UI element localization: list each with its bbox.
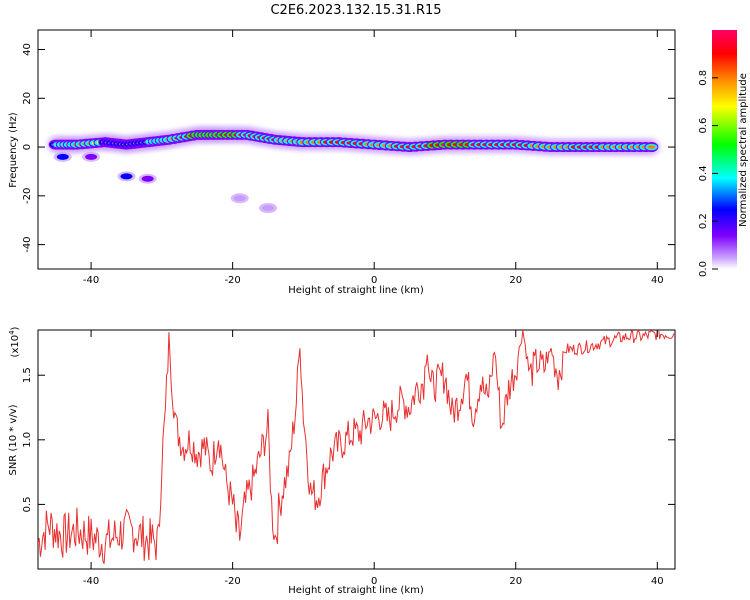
spectrogram-marks [46, 125, 661, 214]
bottom-x-tick-label: 20 [509, 576, 522, 587]
colorbar-gradient [712, 30, 737, 269]
bottom-y-scale: (x104) [8, 326, 21, 357]
top-y-axis: -40 -20 0 20 40 [22, 43, 675, 253]
bottom-x-label: Height of straight line (km) [288, 585, 424, 596]
bottom-y-tick-label: 0.5 [22, 496, 33, 512]
spectrogram-blob [262, 205, 275, 212]
top-x-axis: -40 -20 0 20 40 [83, 30, 664, 286]
spectrogram-blob [233, 195, 246, 202]
spectrogram-cell [647, 145, 656, 149]
top-y-tick-label: 0 [22, 144, 33, 150]
colorbar-tick-label: 0.2 [698, 213, 709, 229]
top-y-tick-label: 40 [22, 43, 33, 56]
bottom-x-tick-label: -40 [83, 576, 99, 587]
bottom-y-tick-label: 1.0 [22, 432, 33, 448]
colorbar-tick-label: 0.4 [698, 165, 709, 181]
top-y-label: Frequency (Hz) [8, 112, 19, 188]
colorbar-ticks: 0.0 0.2 0.4 0.6 0.8 [698, 70, 718, 277]
top-y-tick-label: 20 [22, 92, 33, 105]
figure-title: C2E6.2023.132.15.31.R15 [270, 3, 441, 18]
snr-frame [37, 329, 676, 570]
colorbar-tick-label: 0.6 [698, 118, 709, 134]
top-y-tick-label: -40 [22, 236, 33, 252]
top-y-tick-label: -20 [22, 188, 33, 204]
bottom-x-axis: -40 -20 0 20 40 [83, 330, 664, 587]
snr-series-line [38, 330, 675, 564]
bottom-x-tick-label: 0 [371, 576, 377, 587]
top-x-tick-label: 0 [371, 275, 377, 286]
bottom-y-tick-label: 1.5 [22, 367, 33, 383]
top-x-tick-label: -20 [224, 275, 240, 286]
spectrogram-blob [120, 173, 133, 180]
colorbar-tick-label: 0.8 [698, 70, 709, 86]
top-x-label: Height of straight line (km) [288, 285, 424, 296]
spectrogram-blob [56, 153, 69, 160]
colorbar: 0.0 0.2 0.4 0.6 0.8 Normalized spectral ampl… [698, 30, 749, 277]
bottom-y-axis: 0.5 1.0 1.5 [22, 367, 675, 512]
spectrogram-panel: -40 -20 0 20 40 -40 -20 0 20 40 Height of straig… [8, 29, 676, 296]
top-x-tick-label: -40 [83, 275, 99, 286]
bottom-x-tick-label: -20 [224, 576, 240, 587]
spectrogram-blob [141, 175, 154, 182]
top-x-tick-label: 20 [509, 275, 522, 286]
colorbar-tick-label: 0.0 [698, 261, 709, 277]
snr-panel: -40 -20 0 20 40 0.5 1.0 1.5 Height of straight… [8, 326, 676, 596]
bottom-x-tick-label: 40 [651, 576, 664, 587]
colorbar-label: Normalized spectral amplitude [738, 73, 749, 227]
spectrogram-blob [85, 153, 98, 160]
top-x-tick-label: 40 [651, 275, 664, 286]
bottom-y-label: SNR (10 * v/v) [8, 404, 19, 475]
